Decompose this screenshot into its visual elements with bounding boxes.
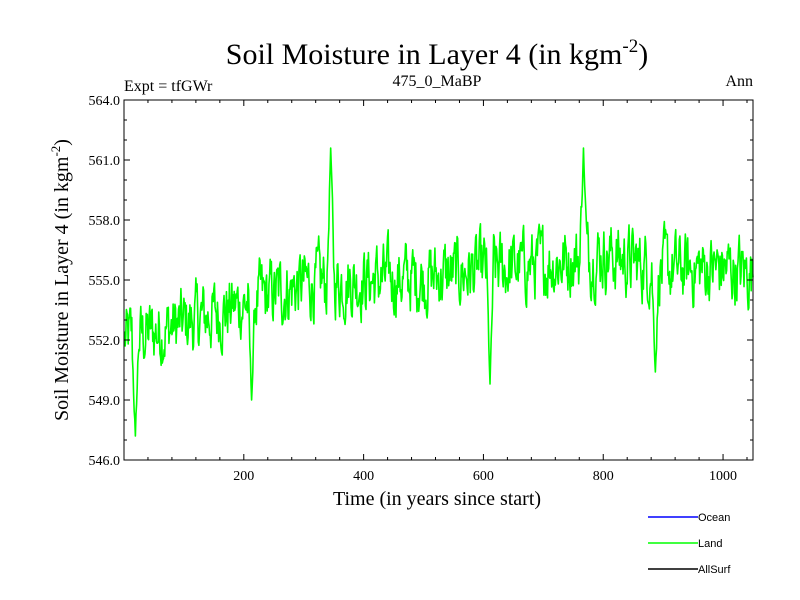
legend-label-allsurf: AllSurf bbox=[698, 564, 731, 576]
y-axis: 546.0 549.0 552.0 555.0 558.0 561.0 564.0 bbox=[89, 94, 753, 469]
chart-title: Soil Moisture in Layer 4 (in kgm-2) bbox=[226, 36, 648, 71]
subtitle-left: Expt = tfGWr bbox=[124, 78, 213, 95]
subtitle-center: 475_0_MaBP bbox=[393, 73, 482, 90]
series-layer bbox=[123, 147, 754, 437]
y-tick-label: 555.0 bbox=[89, 274, 121, 289]
y-tick-label: 558.0 bbox=[89, 214, 121, 229]
y-tick-label: 564.0 bbox=[89, 94, 121, 109]
x-tick-label: 400 bbox=[353, 469, 374, 484]
y-tick-label: 549.0 bbox=[89, 394, 121, 409]
legend-label-land: Land bbox=[698, 538, 722, 550]
x-tick-label: 200 bbox=[233, 469, 254, 484]
y-tick-label: 561.0 bbox=[89, 154, 121, 169]
series-line-land bbox=[123, 147, 754, 437]
x-axis: 200 400 600 800 1000 bbox=[147, 100, 748, 484]
subtitle-right: Ann bbox=[725, 73, 753, 90]
y-axis-label: Soil Moisture in Layer 4 (in kgm-2) bbox=[48, 139, 73, 421]
y-tick-label: 552.0 bbox=[89, 334, 121, 349]
legend-label-ocean: Ocean bbox=[698, 512, 730, 524]
x-tick-label: 1000 bbox=[709, 469, 737, 484]
y-tick-label: 546.0 bbox=[89, 454, 121, 469]
x-tick-label: 600 bbox=[473, 469, 494, 484]
x-axis-label: Time (in years since start) bbox=[333, 488, 541, 510]
legend: Ocean Land AllSurf bbox=[648, 512, 731, 576]
x-tick-label: 800 bbox=[593, 469, 614, 484]
